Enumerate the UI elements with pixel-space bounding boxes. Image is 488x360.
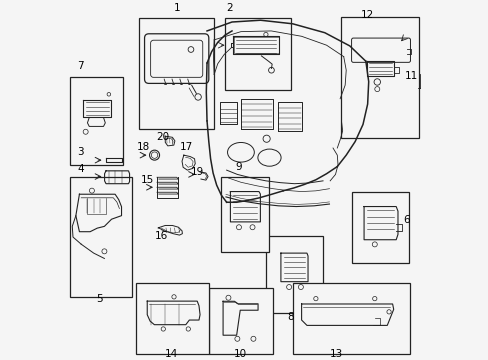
Text: 11: 11 xyxy=(404,71,417,81)
Text: 6: 6 xyxy=(403,215,409,225)
Text: 20: 20 xyxy=(156,132,169,141)
Text: 12: 12 xyxy=(360,9,373,19)
Text: 18: 18 xyxy=(137,142,150,152)
Text: 2: 2 xyxy=(226,3,232,13)
Bar xyxy=(292,283,409,354)
Bar xyxy=(69,77,123,165)
Text: 7: 7 xyxy=(77,61,83,71)
Text: 5: 5 xyxy=(97,294,103,304)
Text: 8: 8 xyxy=(287,312,294,322)
Text: 14: 14 xyxy=(164,349,178,359)
Bar xyxy=(135,283,208,354)
Text: 10: 10 xyxy=(233,349,246,359)
Text: 3: 3 xyxy=(77,147,83,157)
Bar xyxy=(221,177,269,252)
Text: 15: 15 xyxy=(141,175,154,185)
Bar xyxy=(351,192,408,263)
Text: 17: 17 xyxy=(180,142,193,152)
Text: 9: 9 xyxy=(235,162,242,172)
Text: 19: 19 xyxy=(190,167,203,176)
Bar xyxy=(69,177,132,297)
Bar xyxy=(139,18,214,129)
Bar xyxy=(208,288,272,354)
Bar xyxy=(224,18,290,90)
Bar xyxy=(340,17,419,138)
Text: 13: 13 xyxy=(329,349,343,359)
Text: 16: 16 xyxy=(155,231,168,241)
Text: 1: 1 xyxy=(173,3,180,13)
Bar xyxy=(265,236,323,313)
Text: 4: 4 xyxy=(77,164,83,174)
